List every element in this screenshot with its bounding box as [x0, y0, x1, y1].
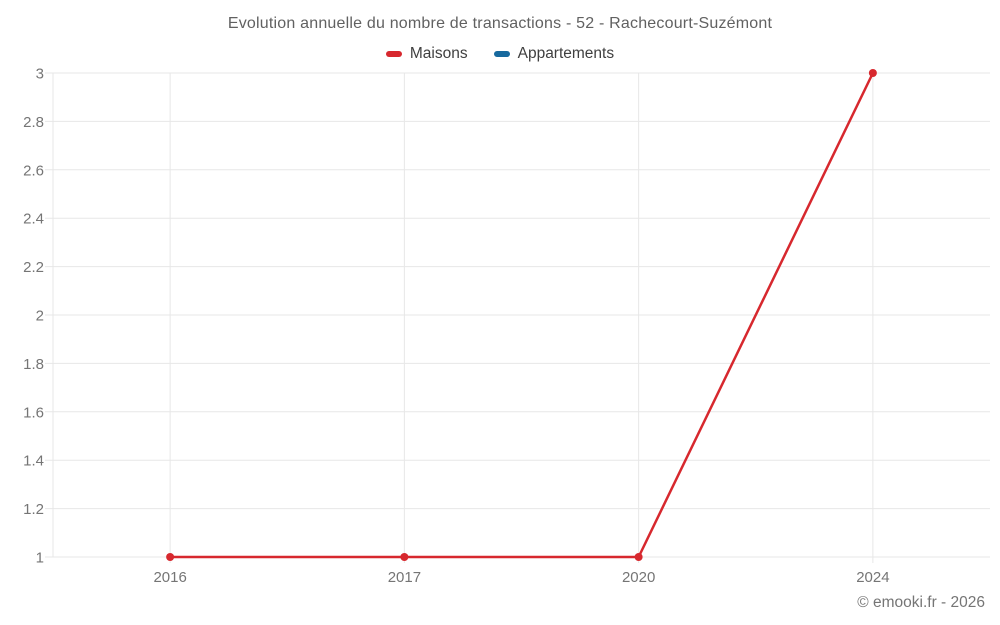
data-point-maisons[interactable]	[166, 553, 175, 561]
appartements-series-swatch-icon	[493, 51, 510, 57]
y-tick-label: 1	[36, 550, 44, 567]
legend: Maisons Appartements	[0, 44, 1000, 64]
x-tick-label: 2016	[153, 569, 186, 586]
y-tick-label: 3	[36, 66, 44, 83]
y-tick-label: 1.8	[23, 356, 44, 373]
data-point-maisons[interactable]	[400, 553, 409, 561]
series-line-maisons	[170, 72, 875, 559]
y-tick-label: 1.4	[23, 453, 44, 470]
x-tick-label: 2024	[856, 569, 889, 586]
y-tick-label: 2.4	[23, 211, 44, 228]
x-tick-label: 2017	[388, 569, 421, 586]
legend-label-appartements: Appartements	[517, 45, 615, 62]
y-tick-label: 2	[36, 308, 44, 325]
y-tick-label: 1.6	[23, 404, 44, 421]
legend-label-maisons: Maisons	[409, 45, 468, 62]
chart-title: Evolution annuelle du nombre de transact…	[227, 15, 773, 32]
legend-item-appartements[interactable]: Appartements	[493, 45, 615, 63]
data-point-maisons[interactable]	[634, 553, 643, 561]
x-tick-label: 2020	[622, 569, 655, 586]
maisons-series-swatch-icon	[385, 51, 402, 57]
y-tick-label: 2.6	[23, 162, 44, 179]
copyright-footer: © emooki.fr - 2026	[857, 594, 985, 611]
data-point-maisons[interactable]	[868, 69, 877, 77]
y-tick-label: 2.2	[23, 259, 44, 276]
legend-item-maisons[interactable]: Maisons	[385, 45, 468, 63]
y-tick-label: 2.8	[23, 114, 44, 131]
y-tick-label: 1.2	[23, 501, 44, 518]
